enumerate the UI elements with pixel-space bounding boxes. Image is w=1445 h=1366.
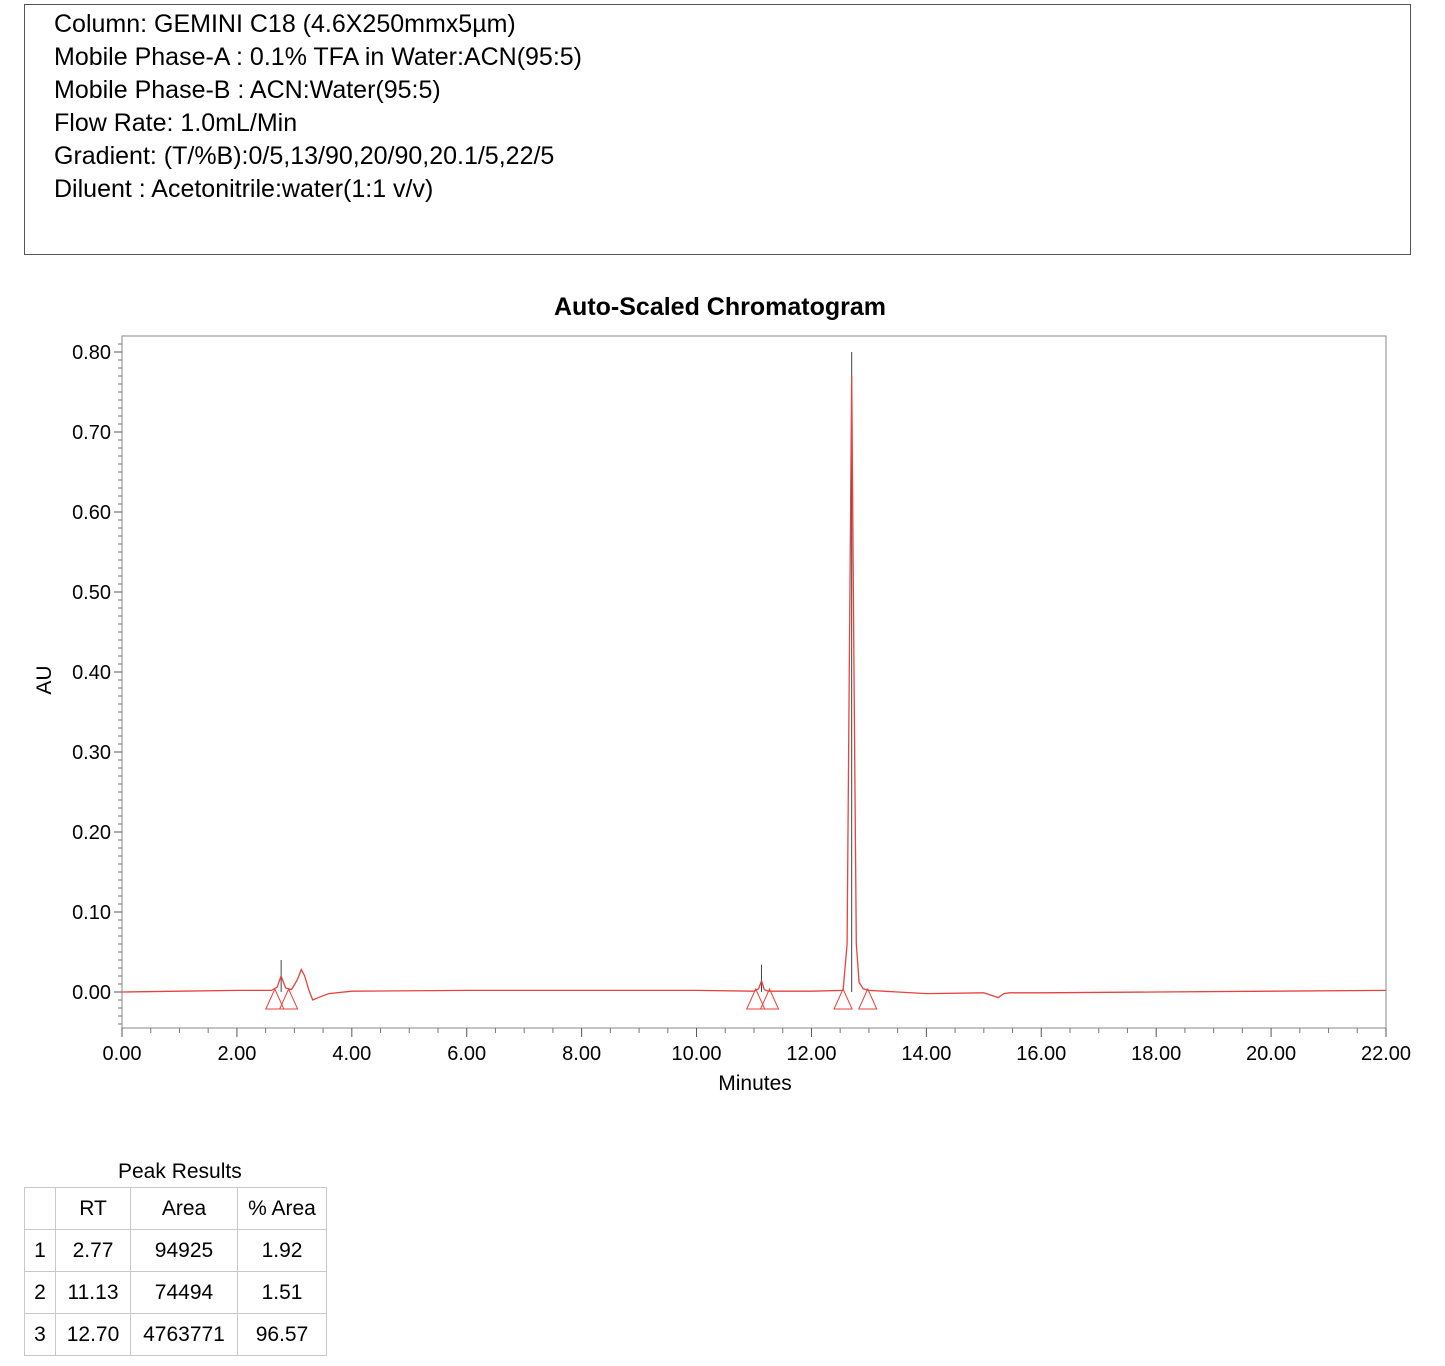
row-rt: 11.13 (55, 1271, 131, 1314)
method-line-gradient: Gradient: (T/%B):0/5,13/90,20/90,20.1/5,… (54, 142, 555, 170)
table-row: 1 2.77 94925 1.92 (24, 1229, 327, 1272)
y-axis-label: AU (33, 665, 56, 694)
peak-markers (265, 352, 878, 1010)
row-area: 4763771 (130, 1313, 238, 1356)
row-percent-area: 1.92 (237, 1229, 327, 1272)
x-tick-label: 18.00 (1131, 1043, 1181, 1065)
method-line-flow-rate: Flow Rate: 1.0mL/Min (54, 109, 298, 137)
row-rt: 2.77 (55, 1229, 131, 1272)
header-percent-area: % Area (237, 1187, 327, 1230)
row-index: 2 (24, 1271, 56, 1314)
x-tick-label: 10.00 (672, 1043, 722, 1065)
peak-boundary-marker (278, 987, 299, 1010)
x-tick-label: 14.00 (901, 1043, 951, 1065)
method-line-mobile-phase-a: Mobile Phase-A : 0.1% TFA in Water:ACN(9… (54, 43, 583, 71)
row-area: 94925 (130, 1229, 238, 1272)
axes-layer: 0.00 2.00 4.00 6.00 8.00 10.00 12.00 14.00 16.00… (72, 342, 1411, 1065)
method-conditions-box: Column: GEMINI C18 (4.6X250mmx5µm) Mobil… (24, 4, 1411, 255)
y-tick-label: 0.20 (72, 822, 111, 844)
x-tick-label: 20.00 (1246, 1043, 1296, 1065)
chart-title: Auto-Scaled Chromatogram (554, 293, 886, 321)
x-tick-label: 4.00 (332, 1043, 371, 1065)
plot-frame (121, 335, 1387, 1029)
header-rt: RT (55, 1187, 131, 1230)
x-tick-label: 6.00 (447, 1043, 486, 1065)
table-header-row: RT Area % Area (24, 1187, 327, 1230)
chromatogram-chart: Auto-Scaled Chromatogram 0.00 2.00 4.00 6.0… (33, 293, 1411, 1095)
peak-results-caption: Peak Results (118, 1160, 242, 1183)
y-tick-label: 0.60 (72, 502, 111, 524)
y-tick-label: 0.00 (72, 982, 111, 1004)
row-index: 1 (24, 1229, 56, 1272)
header-index (24, 1187, 56, 1230)
row-index: 3 (24, 1313, 56, 1356)
y-tick-label: 0.40 (72, 662, 111, 684)
x-tick-label: 22.00 (1361, 1043, 1411, 1065)
chromatogram-trace (121, 375, 1387, 1001)
method-line-column: Column: GEMINI C18 (4.6X250mmx5µm) (54, 10, 516, 38)
x-tick-label: 12.00 (786, 1043, 836, 1065)
peak-boundary-marker (759, 987, 780, 1010)
y-tick-label: 0.50 (72, 582, 111, 604)
table-row: 2 11.13 74494 1.51 (24, 1271, 327, 1314)
x-tick-label: 8.00 (562, 1043, 601, 1065)
peak-boundary-marker (745, 987, 766, 1010)
y-tick-label: 0.30 (72, 742, 111, 764)
x-axis-label: Minutes (718, 1072, 792, 1095)
x-tick-label: 16.00 (1016, 1043, 1066, 1065)
x-tick-label: 0.00 (103, 1043, 142, 1065)
method-line-mobile-phase-b: Mobile Phase-B : ACN:Water(95:5) (54, 76, 441, 104)
peak-boundary-marker (857, 987, 878, 1010)
peak-boundary-marker (265, 987, 285, 1010)
peak-boundary-marker (833, 987, 853, 1010)
y-tick-label: 0.70 (72, 422, 111, 444)
x-tick-label: 2.00 (217, 1043, 256, 1065)
header-area: Area (130, 1187, 238, 1230)
row-percent-area: 96.57 (237, 1313, 327, 1356)
peak-results-table: RT Area % Area 1 2.77 94925 1.92 2 11.13… (24, 1187, 327, 1356)
row-percent-area: 1.51 (237, 1271, 327, 1314)
row-rt: 12.70 (55, 1313, 131, 1356)
y-tick-label: 0.10 (72, 902, 111, 924)
y-tick-label: 0.80 (72, 342, 111, 364)
table-row: 3 12.70 4763771 96.57 (24, 1313, 327, 1356)
row-area: 74494 (130, 1271, 238, 1314)
method-line-diluent: Diluent : Acetonitrile:water(1:1 v/v) (54, 175, 434, 203)
